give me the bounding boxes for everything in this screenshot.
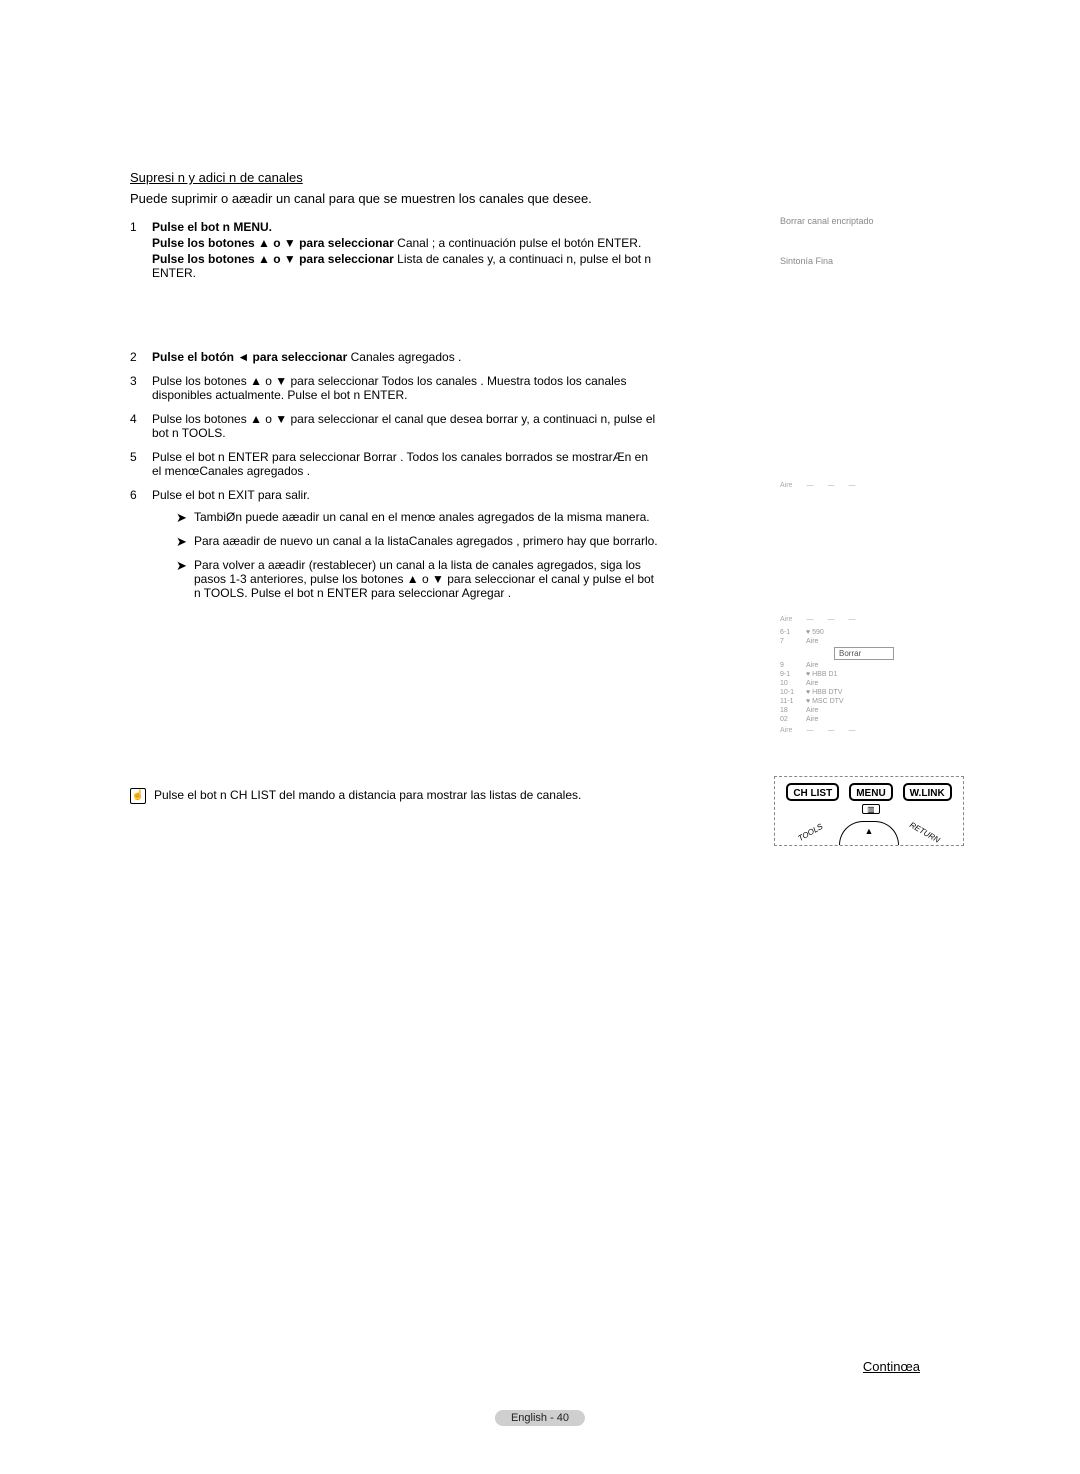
side-menu-item: Borrar canal encriptado [780,216,940,226]
arrow-icon: ➤ [176,534,194,550]
section-title: Supresi n y adici n de canales [130,170,950,185]
mini-row: 11-1♥ MSC DTV [780,698,960,705]
step-number: 5 [130,450,152,478]
page-footer: English - 40 [495,1410,585,1426]
step-line: Pulse el bot n MENU. [152,220,660,234]
remote-mid-icon: ▥ [862,804,880,814]
step-line: Pulse los botones ▲ o ▼ para seleccionar… [152,252,660,280]
step-6: 6 Pulse el bot n EXIT para salir. ➤ Tamb… [130,488,660,608]
mini-label: Aire [780,482,792,489]
dpad-icon: ▲ [839,821,899,845]
step-number: 6 [130,488,152,608]
chlist-button[interactable]: CH LIST [786,783,839,801]
remote-diagram: CH LIST MENU ▥ W.LINK TOOLS RETURN ▲ [774,776,964,846]
step-2: 2 Pulse el botón ◄ para seleccionar Cana… [130,350,660,364]
step-number: 3 [130,374,152,402]
arrow-icon: ➤ [176,510,194,526]
mini-row: 9Aire [780,662,960,669]
sub-item: ➤ Para volver a aæadir (restablecer) un … [176,558,660,600]
side-menu: Borrar canal encriptado Sintonía Fina [780,216,940,296]
step-1: 1 Pulse el bot n MENU. Pulse los botones… [130,220,660,282]
mini-row: 18Aire [780,707,960,714]
note-text: Pulse el bot n CH LIST del mando a dista… [154,788,581,802]
mini-row: 10-1♥ HBB DTV [780,689,960,696]
step-number: 2 [130,350,152,364]
mini-label: Aire [780,616,792,623]
intro-text: Puede suprimir o aæadir un canal para qu… [130,191,950,206]
tools-label: TOOLS [797,822,825,843]
step-number: 1 [130,220,152,282]
sub-item: ➤ Para aæadir de nuevo un canal a la lis… [176,534,660,550]
arrow-icon: ➤ [176,558,194,600]
step-4: 4 Pulse los botones ▲ o ▼ para seleccion… [130,412,660,440]
mini-channel-list: Aire — — — 6-1♥ 590 7Aire Borrar 9Aire 9… [780,612,960,734]
step-line: Pulse el bot n EXIT para salir. [152,488,660,502]
step-number: 4 [130,412,152,440]
sub-item: ➤ TambiØn puede aæadir un canal en el me… [176,510,660,526]
up-arrow-icon: ▲ [865,826,874,836]
mini-row: 02Aire [780,716,960,723]
hand-icon: ☝ [130,788,146,804]
wlink-button[interactable]: W.LINK [903,783,952,801]
side-menu-item: Sintonía Fina [780,256,940,266]
mini-row: 9-1♥ HBB D1 [780,671,960,678]
step-line: Pulse los botones ▲ o ▼ para seleccionar… [152,236,660,250]
mini-row: 7Aire [780,638,960,645]
menu-button[interactable]: MENU [849,783,892,801]
step-3: 3 Pulse los botones ▲ o ▼ para seleccion… [130,374,660,402]
continue-label: Continœa [863,1359,920,1374]
mini-channel-list: Aire — — — [780,478,960,489]
return-label: RETURN [908,820,941,844]
step-5: 5 Pulse el bot n ENTER para seleccionar … [130,450,660,478]
mini-label: Aire [780,727,792,734]
mini-row: 6-1♥ 590 [780,629,960,636]
mini-row: 10Aire [780,680,960,687]
borrar-box: Borrar [834,647,894,660]
